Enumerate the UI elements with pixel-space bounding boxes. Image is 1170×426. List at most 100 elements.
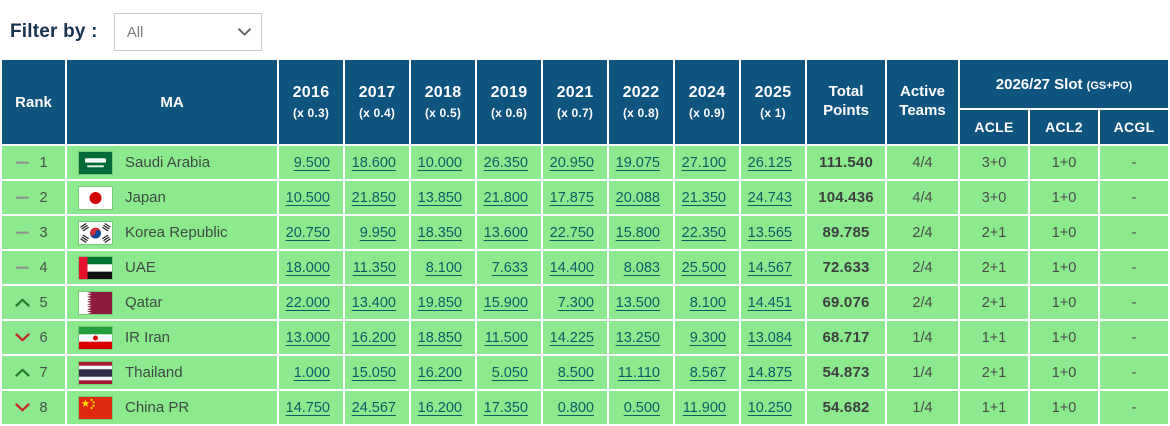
score-link[interactable]: 7.300 bbox=[557, 295, 594, 311]
slot-acl2: 1+0 bbox=[1030, 251, 1098, 284]
chevron-down-icon bbox=[15, 333, 31, 342]
score-link[interactable]: 14.400 bbox=[549, 260, 594, 276]
flag-thailand-icon bbox=[78, 360, 113, 385]
score-link[interactable]: 21.850 bbox=[351, 190, 396, 206]
score-link[interactable]: 8.100 bbox=[425, 260, 462, 276]
score-link[interactable]: 10.000 bbox=[417, 155, 462, 171]
score-cell: 26.125 bbox=[741, 146, 805, 179]
score-link[interactable]: 20.750 bbox=[285, 225, 330, 241]
score-link[interactable]: 18.600 bbox=[351, 155, 396, 171]
score-link[interactable]: 11.900 bbox=[682, 400, 726, 416]
score-link[interactable]: 13.565 bbox=[747, 225, 792, 241]
score-link[interactable]: 13.084 bbox=[747, 330, 792, 346]
score-link[interactable]: 15.050 bbox=[351, 365, 396, 381]
chevron-down-icon bbox=[15, 403, 31, 412]
chevron-down-icon bbox=[15, 403, 31, 412]
country-name: IR Iran bbox=[125, 329, 171, 346]
score-link[interactable]: 16.200 bbox=[417, 365, 462, 381]
score-link[interactable]: 21.800 bbox=[483, 190, 528, 206]
score-link[interactable]: 17.875 bbox=[549, 190, 594, 206]
score-link[interactable]: 26.350 bbox=[483, 155, 528, 171]
score-link[interactable]: 11.110 bbox=[617, 365, 660, 381]
score-cell: 18.350 bbox=[411, 216, 475, 249]
score-cell: 16.200 bbox=[411, 356, 475, 389]
score-link[interactable]: 10.250 bbox=[747, 400, 792, 416]
score-link[interactable]: 13.600 bbox=[483, 225, 528, 241]
score-link[interactable]: 18.350 bbox=[417, 225, 462, 241]
score-link[interactable]: 19.850 bbox=[417, 295, 462, 311]
score-link[interactable]: 16.200 bbox=[417, 400, 462, 416]
score-link[interactable]: 8.500 bbox=[557, 365, 594, 381]
score-link[interactable]: 20.088 bbox=[615, 190, 660, 206]
score-cell: 20.088 bbox=[609, 181, 673, 214]
score-link[interactable]: 27.100 bbox=[681, 155, 726, 171]
score-link[interactable]: 14.875 bbox=[747, 365, 792, 381]
score-link[interactable]: 0.500 bbox=[623, 400, 660, 416]
score-link[interactable]: 9.300 bbox=[689, 330, 726, 346]
score-link[interactable]: 24.567 bbox=[351, 400, 396, 416]
score-link[interactable]: 8.100 bbox=[689, 295, 726, 311]
score-link[interactable]: 9.950 bbox=[359, 225, 396, 241]
col-header-active-teams: Active Teams bbox=[887, 60, 958, 144]
score-link[interactable]: 15.800 bbox=[615, 225, 660, 241]
score-cell: 15.050 bbox=[345, 356, 409, 389]
score-link[interactable]: 19.075 bbox=[615, 155, 660, 171]
dash-icon bbox=[16, 231, 30, 234]
score-cell: 8.100 bbox=[675, 286, 739, 319]
score-link[interactable]: 16.200 bbox=[351, 330, 396, 346]
slot-acgl: - bbox=[1100, 181, 1169, 214]
col-header-acgl: ACGL bbox=[1100, 110, 1169, 144]
score-link[interactable]: 14.225 bbox=[549, 330, 594, 346]
score-cell: 18.000 bbox=[279, 251, 343, 284]
score-link[interactable]: 13.000 bbox=[285, 330, 330, 346]
score-cell: 5.050 bbox=[477, 356, 541, 389]
score-cell: 1.000 bbox=[279, 356, 343, 389]
table-row: 8 China PR 14.750 24.567 16.200 17.350 0.800 0.… bbox=[2, 391, 1169, 424]
score-link[interactable]: 18.850 bbox=[417, 330, 462, 346]
score-link[interactable]: 8.083 bbox=[623, 260, 660, 276]
slot-acl2: 1+0 bbox=[1030, 181, 1098, 214]
score-link[interactable]: 17.350 bbox=[483, 400, 528, 416]
score-link[interactable]: 0.800 bbox=[557, 400, 594, 416]
score-link[interactable]: 13.500 bbox=[615, 295, 660, 311]
score-link[interactable]: 22.350 bbox=[681, 225, 726, 241]
score-link[interactable]: 15.900 bbox=[483, 295, 528, 311]
score-link[interactable]: 22.750 bbox=[549, 225, 594, 241]
slot-group-note: (GS+PO) bbox=[1086, 79, 1133, 92]
rank-cell: 3 bbox=[2, 216, 65, 249]
score-link[interactable]: 11.350 bbox=[352, 260, 396, 276]
ma-cell: Thailand bbox=[67, 356, 277, 389]
score-link[interactable]: 21.350 bbox=[681, 190, 726, 206]
score-link[interactable]: 14.451 bbox=[747, 295, 792, 311]
score-link[interactable]: 25.500 bbox=[681, 260, 726, 276]
score-link[interactable]: 13.850 bbox=[417, 190, 462, 206]
slot-acle: 3+0 bbox=[960, 146, 1028, 179]
dash-icon bbox=[15, 263, 30, 272]
score-link[interactable]: 22.000 bbox=[285, 295, 330, 311]
score-link[interactable]: 10.500 bbox=[285, 190, 330, 206]
ma-cell: Qatar bbox=[67, 286, 277, 319]
score-link[interactable]: 8.567 bbox=[689, 365, 726, 381]
score-link[interactable]: 26.125 bbox=[747, 155, 792, 171]
score-link[interactable]: 1.000 bbox=[293, 365, 330, 381]
score-link[interactable]: 20.950 bbox=[549, 155, 594, 171]
filter-select[interactable]: All bbox=[114, 14, 261, 50]
slot-acgl: - bbox=[1100, 216, 1169, 249]
ma-cell: IR Iran bbox=[67, 321, 277, 354]
total-points: 72.633 bbox=[807, 251, 885, 284]
rank-cell: 7 bbox=[2, 356, 65, 389]
ma-cell: Saudi Arabia bbox=[67, 146, 277, 179]
score-link[interactable]: 18.000 bbox=[285, 260, 330, 276]
score-link[interactable]: 7.633 bbox=[491, 260, 528, 276]
ma-cell: UAE bbox=[67, 251, 277, 284]
score-link[interactable]: 13.400 bbox=[351, 295, 396, 311]
score-link[interactable]: 24.743 bbox=[747, 190, 792, 206]
score-link[interactable]: 14.567 bbox=[747, 260, 792, 276]
score-link[interactable]: 5.050 bbox=[491, 365, 528, 381]
score-link[interactable]: 11.500 bbox=[484, 330, 528, 346]
flag-ir-iran-icon bbox=[78, 325, 113, 350]
score-cell: 11.500 bbox=[477, 321, 541, 354]
score-link[interactable]: 9.500 bbox=[293, 155, 330, 171]
score-link[interactable]: 14.750 bbox=[285, 400, 330, 416]
score-link[interactable]: 13.250 bbox=[615, 330, 660, 346]
